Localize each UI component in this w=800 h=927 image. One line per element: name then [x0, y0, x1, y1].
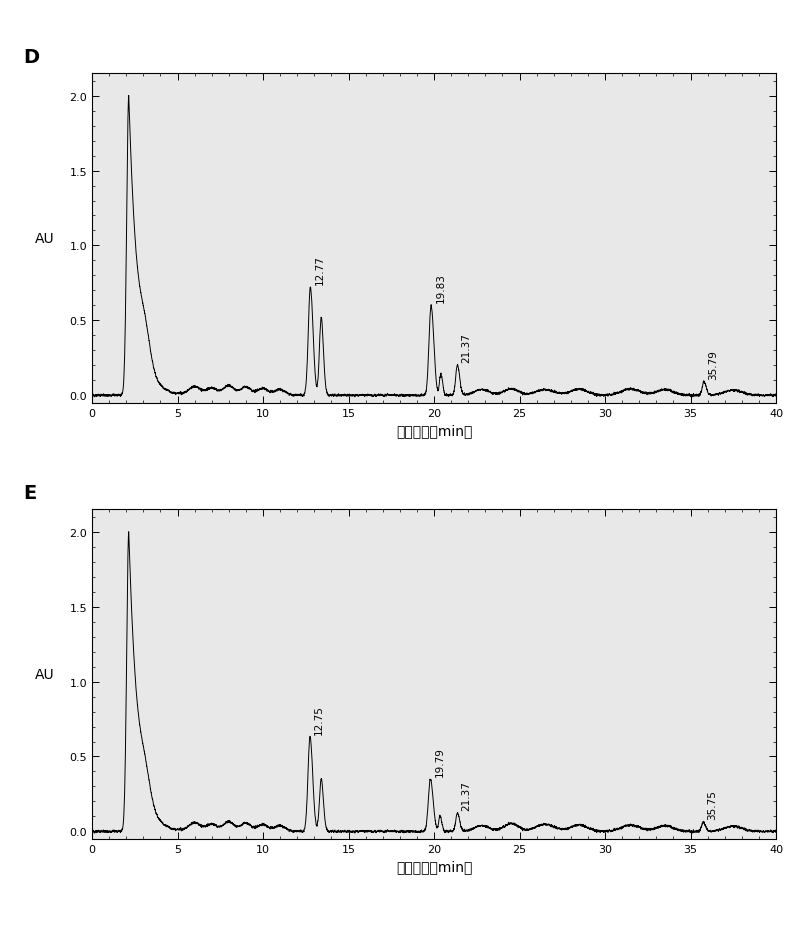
X-axis label: 保留时间（min）: 保留时间（min）: [396, 859, 472, 873]
Text: 21.37: 21.37: [462, 333, 472, 362]
Text: E: E: [23, 484, 37, 502]
Y-axis label: AU: AU: [34, 232, 54, 246]
Text: 12.77: 12.77: [314, 255, 325, 286]
Text: 19.79: 19.79: [434, 746, 445, 776]
Text: 35.79: 35.79: [708, 349, 718, 379]
Y-axis label: AU: AU: [34, 667, 54, 681]
X-axis label: 保留时间（min）: 保留时间（min）: [396, 424, 472, 438]
Text: D: D: [23, 48, 40, 67]
Text: 12.75: 12.75: [314, 705, 324, 734]
Text: 19.83: 19.83: [435, 273, 446, 303]
Text: 35.75: 35.75: [708, 790, 718, 819]
Text: 21.37: 21.37: [462, 781, 472, 810]
